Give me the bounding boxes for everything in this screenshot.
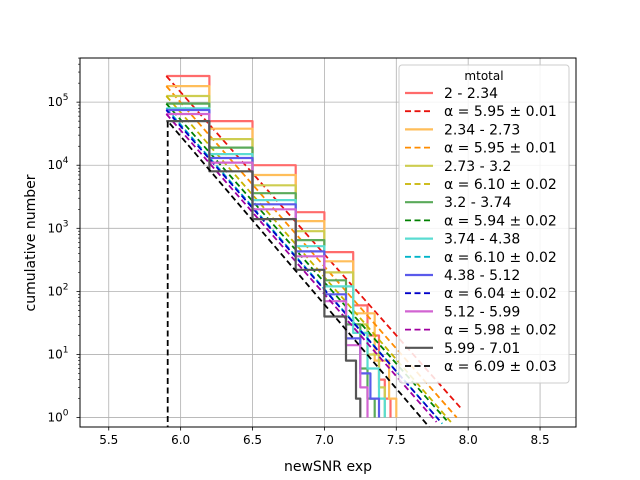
x-tick-label: 7.5 [387, 433, 406, 447]
fit-line [165, 113, 438, 423]
legend-label: 3.2 - 3.74 [444, 195, 511, 211]
x-tick-label: 6.0 [171, 433, 190, 447]
legend-label: α = 5.95 ± 0.01 [444, 104, 557, 120]
series-line [166, 107, 386, 418]
legend-entries: 2 - 2.34 α = 5.95 ± 0.01 2.34 - 2.73 α = 5.… [405, 86, 557, 375]
legend-label: 2 - 2.34 [444, 86, 498, 102]
legend-label: 3.74 - 4.38 [444, 232, 520, 248]
series-layer [165, 74, 462, 427]
legend-label: α = 5.95 ± 0.01 [444, 141, 557, 157]
x-tick-label: 8.0 [459, 433, 478, 447]
legend-label: 2.34 - 2.73 [444, 122, 520, 138]
x-tick-label: 5.5 [99, 433, 118, 447]
y-tick-exponent: 1 [63, 345, 69, 355]
y-tick-label: 104 [47, 156, 68, 172]
y-axis-label: cumulative number [23, 174, 39, 311]
legend: mtotal 2 - 2.34 α = 5.95 ± 0.01 2.34 - 2.7… [398, 64, 570, 384]
y-tick-label: 103 [47, 219, 68, 235]
legend-title: mtotal [464, 69, 503, 83]
y-tick-label: 100 [47, 409, 68, 425]
series-line [166, 94, 386, 418]
y-tick-base: 10 [47, 284, 62, 298]
legend-label: α = 6.10 ± 0.02 [444, 250, 557, 266]
y-tick-base: 10 [47, 411, 62, 425]
fit-line [165, 75, 462, 409]
legend-label: α = 6.04 ± 0.02 [444, 286, 557, 302]
legend-label: α = 6.10 ± 0.02 [444, 177, 557, 193]
fit-line [165, 107, 443, 425]
series-line [166, 119, 362, 418]
series-line [166, 74, 392, 418]
y-tick-label: 105 [47, 93, 68, 109]
y-tick-label: 101 [47, 345, 68, 361]
y-tick-exponent: 5 [63, 93, 69, 103]
y-tick-base: 10 [47, 347, 62, 361]
y-tick-exponent: 0 [63, 409, 69, 419]
legend-label: α = 6.09 ± 0.03 [444, 359, 557, 375]
y-tick-label: 102 [47, 282, 68, 298]
x-tick-label: 7.0 [315, 433, 334, 447]
x-tick-label: 6.5 [243, 433, 262, 447]
y-tick-exponent: 2 [63, 282, 69, 292]
legend-label: 4.38 - 5.12 [444, 268, 520, 284]
fit-line [165, 95, 452, 423]
x-axis-label: newSNR exp [284, 459, 372, 475]
legend-label: 2.73 - 3.2 [444, 159, 511, 175]
legend-label: α = 5.94 ± 0.02 [444, 213, 557, 229]
legend-label: 5.99 - 7.01 [444, 341, 520, 357]
legend-box [398, 64, 570, 384]
series-line [166, 112, 369, 418]
legend-label: α = 5.98 ± 0.02 [444, 323, 557, 339]
y-tick-exponent: 4 [63, 156, 69, 166]
x-tick-label: 8.5 [531, 433, 550, 447]
y-tick-exponent: 3 [63, 219, 69, 229]
y-tick-base: 10 [47, 95, 62, 109]
y-tick-base: 10 [47, 158, 62, 172]
y-tick-base: 10 [47, 221, 62, 235]
legend-label: 5.12 - 5.99 [444, 304, 520, 320]
x-ticks: 5.5 6.0 6.5 7.0 7.5 8.0 8.5 [99, 427, 550, 447]
